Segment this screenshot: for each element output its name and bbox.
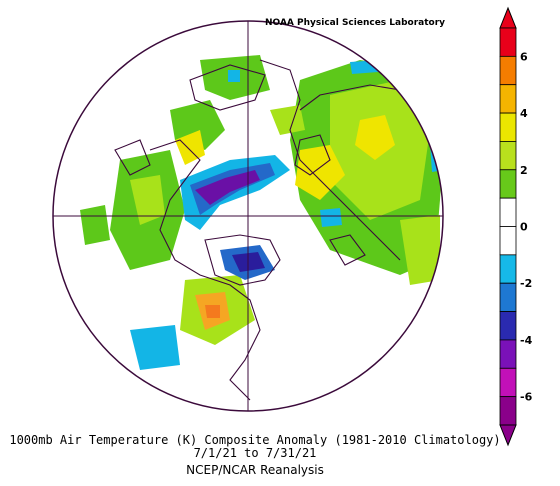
colorbar-tick-label: -2 [520, 277, 532, 290]
colorbar-tick-label: -6 [520, 391, 533, 404]
alaska-yellow-region [175, 130, 205, 165]
colorbar-segment [499, 141, 517, 171]
colorbar-segment [499, 226, 517, 256]
caption-source: NCEP/NCAR Reanalysis [186, 463, 324, 477]
canada-light-region [130, 175, 165, 225]
colorbar-tick-label: 6 [520, 50, 528, 63]
anomaly-field [80, 55, 443, 401]
scandinavia-yellow-region [295, 145, 345, 200]
colorbar-segment [499, 112, 517, 142]
cold-anomaly-regions [130, 60, 443, 370]
colorbar-segment [499, 339, 517, 369]
north-atlantic-cold-patch [350, 60, 380, 74]
north-america-cold-core [195, 170, 260, 205]
russia-yellow-region [355, 115, 395, 160]
colorbar-tick-label: 0 [520, 221, 528, 234]
caption-date-range: 7/1/21 to 7/31/21 [193, 446, 317, 460]
colorbar-tick-label: 4 [520, 107, 528, 120]
arctic-warm-patch [270, 105, 305, 135]
colorbar-segment [499, 282, 517, 312]
us-southwest-core [205, 305, 220, 318]
colorbar-segment [499, 311, 517, 341]
atlantic-cold-region [130, 325, 180, 370]
asia-south-region [400, 215, 440, 285]
colorbar-segment [499, 254, 517, 284]
caption-title: 1000mb Air Temperature (K) Composite Ano… [9, 433, 501, 447]
map-boundary [52, 20, 444, 412]
arctic-cold-patch [228, 70, 240, 82]
colorbar-top-arrow [499, 6, 517, 29]
colorbar-segment [499, 169, 517, 199]
colorbar-segment [499, 55, 517, 86]
colorbar-tick-label: 2 [520, 164, 528, 177]
colorbar-bottom-arrow [499, 424, 517, 447]
atlantic-warm-patch [80, 205, 110, 245]
colorbar-segment [499, 367, 517, 398]
europe-cold-patch [320, 208, 342, 227]
colorbar-segment [499, 197, 517, 227]
colorbar-labels: 6 4 2 0 -2 -4 -6 [520, 50, 533, 403]
colorbar-segments [499, 6, 517, 447]
colorbar-segment [499, 396, 517, 426]
warm-anomaly-regions [80, 55, 443, 345]
colorbar-tick-label: -4 [520, 334, 533, 347]
colorbar-segment [499, 84, 517, 114]
colorbar-segment [499, 27, 517, 57]
credit-label: NOAA Physical Sciences Laboratory [265, 18, 446, 28]
colorbar: 6 4 2 0 -2 -4 -6 [499, 6, 533, 447]
